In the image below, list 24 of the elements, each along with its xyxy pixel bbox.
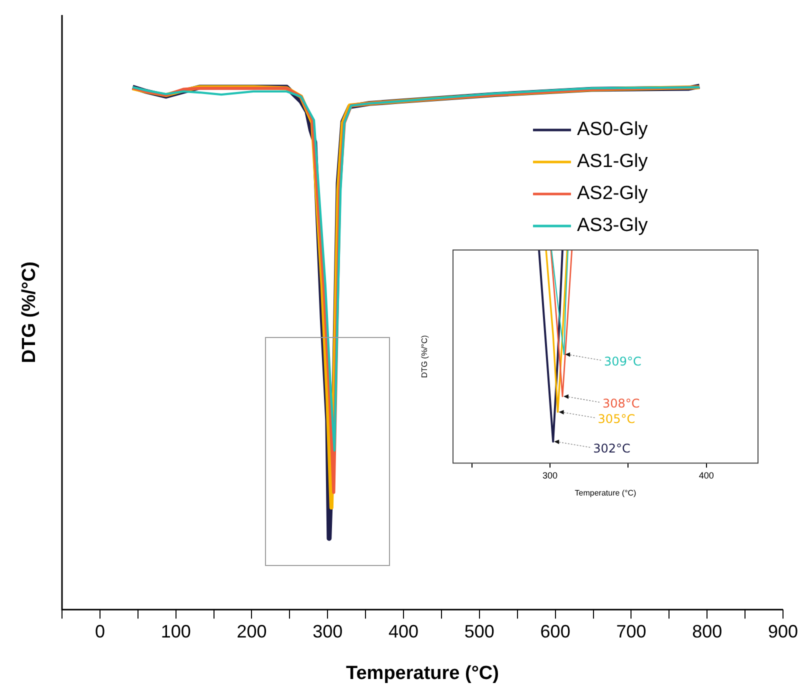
annotation: 302°C [593, 442, 630, 456]
legend-label: AS0-Gly [577, 119, 648, 140]
x-tick-label: 700 [616, 621, 646, 642]
legend-label: AS1-Gly [577, 151, 648, 172]
y-axis-title: DTG (%/°C) [19, 262, 40, 364]
x-tick-label: 100 [160, 621, 191, 642]
x-tick-label: 0 [94, 621, 105, 642]
x-tick-label: 600 [540, 621, 570, 642]
annotation: 309°C [604, 354, 642, 369]
x-tick-label: 500 [464, 621, 494, 642]
x-tick-label: 300 [542, 470, 558, 480]
annotation: 305°C [598, 412, 636, 426]
x-tick-label: 800 [692, 621, 722, 642]
x-tick-label: 400 [698, 470, 714, 480]
x-tick-label: 300 [312, 621, 343, 642]
y-axis-title: DTG (%/°C) [420, 334, 430, 378]
x-tick-label: 900 [768, 621, 798, 642]
legend-label: AS2-Gly [577, 183, 648, 204]
annotation: 308°C [602, 396, 640, 411]
x-axis-title: Temperature (°C) [574, 488, 637, 498]
x-tick-label: 200 [236, 621, 267, 642]
x-axis-title: Temperature (°C) [346, 662, 499, 684]
legend-label: AS3-Gly [577, 215, 648, 236]
x-tick-label: 400 [388, 621, 419, 642]
